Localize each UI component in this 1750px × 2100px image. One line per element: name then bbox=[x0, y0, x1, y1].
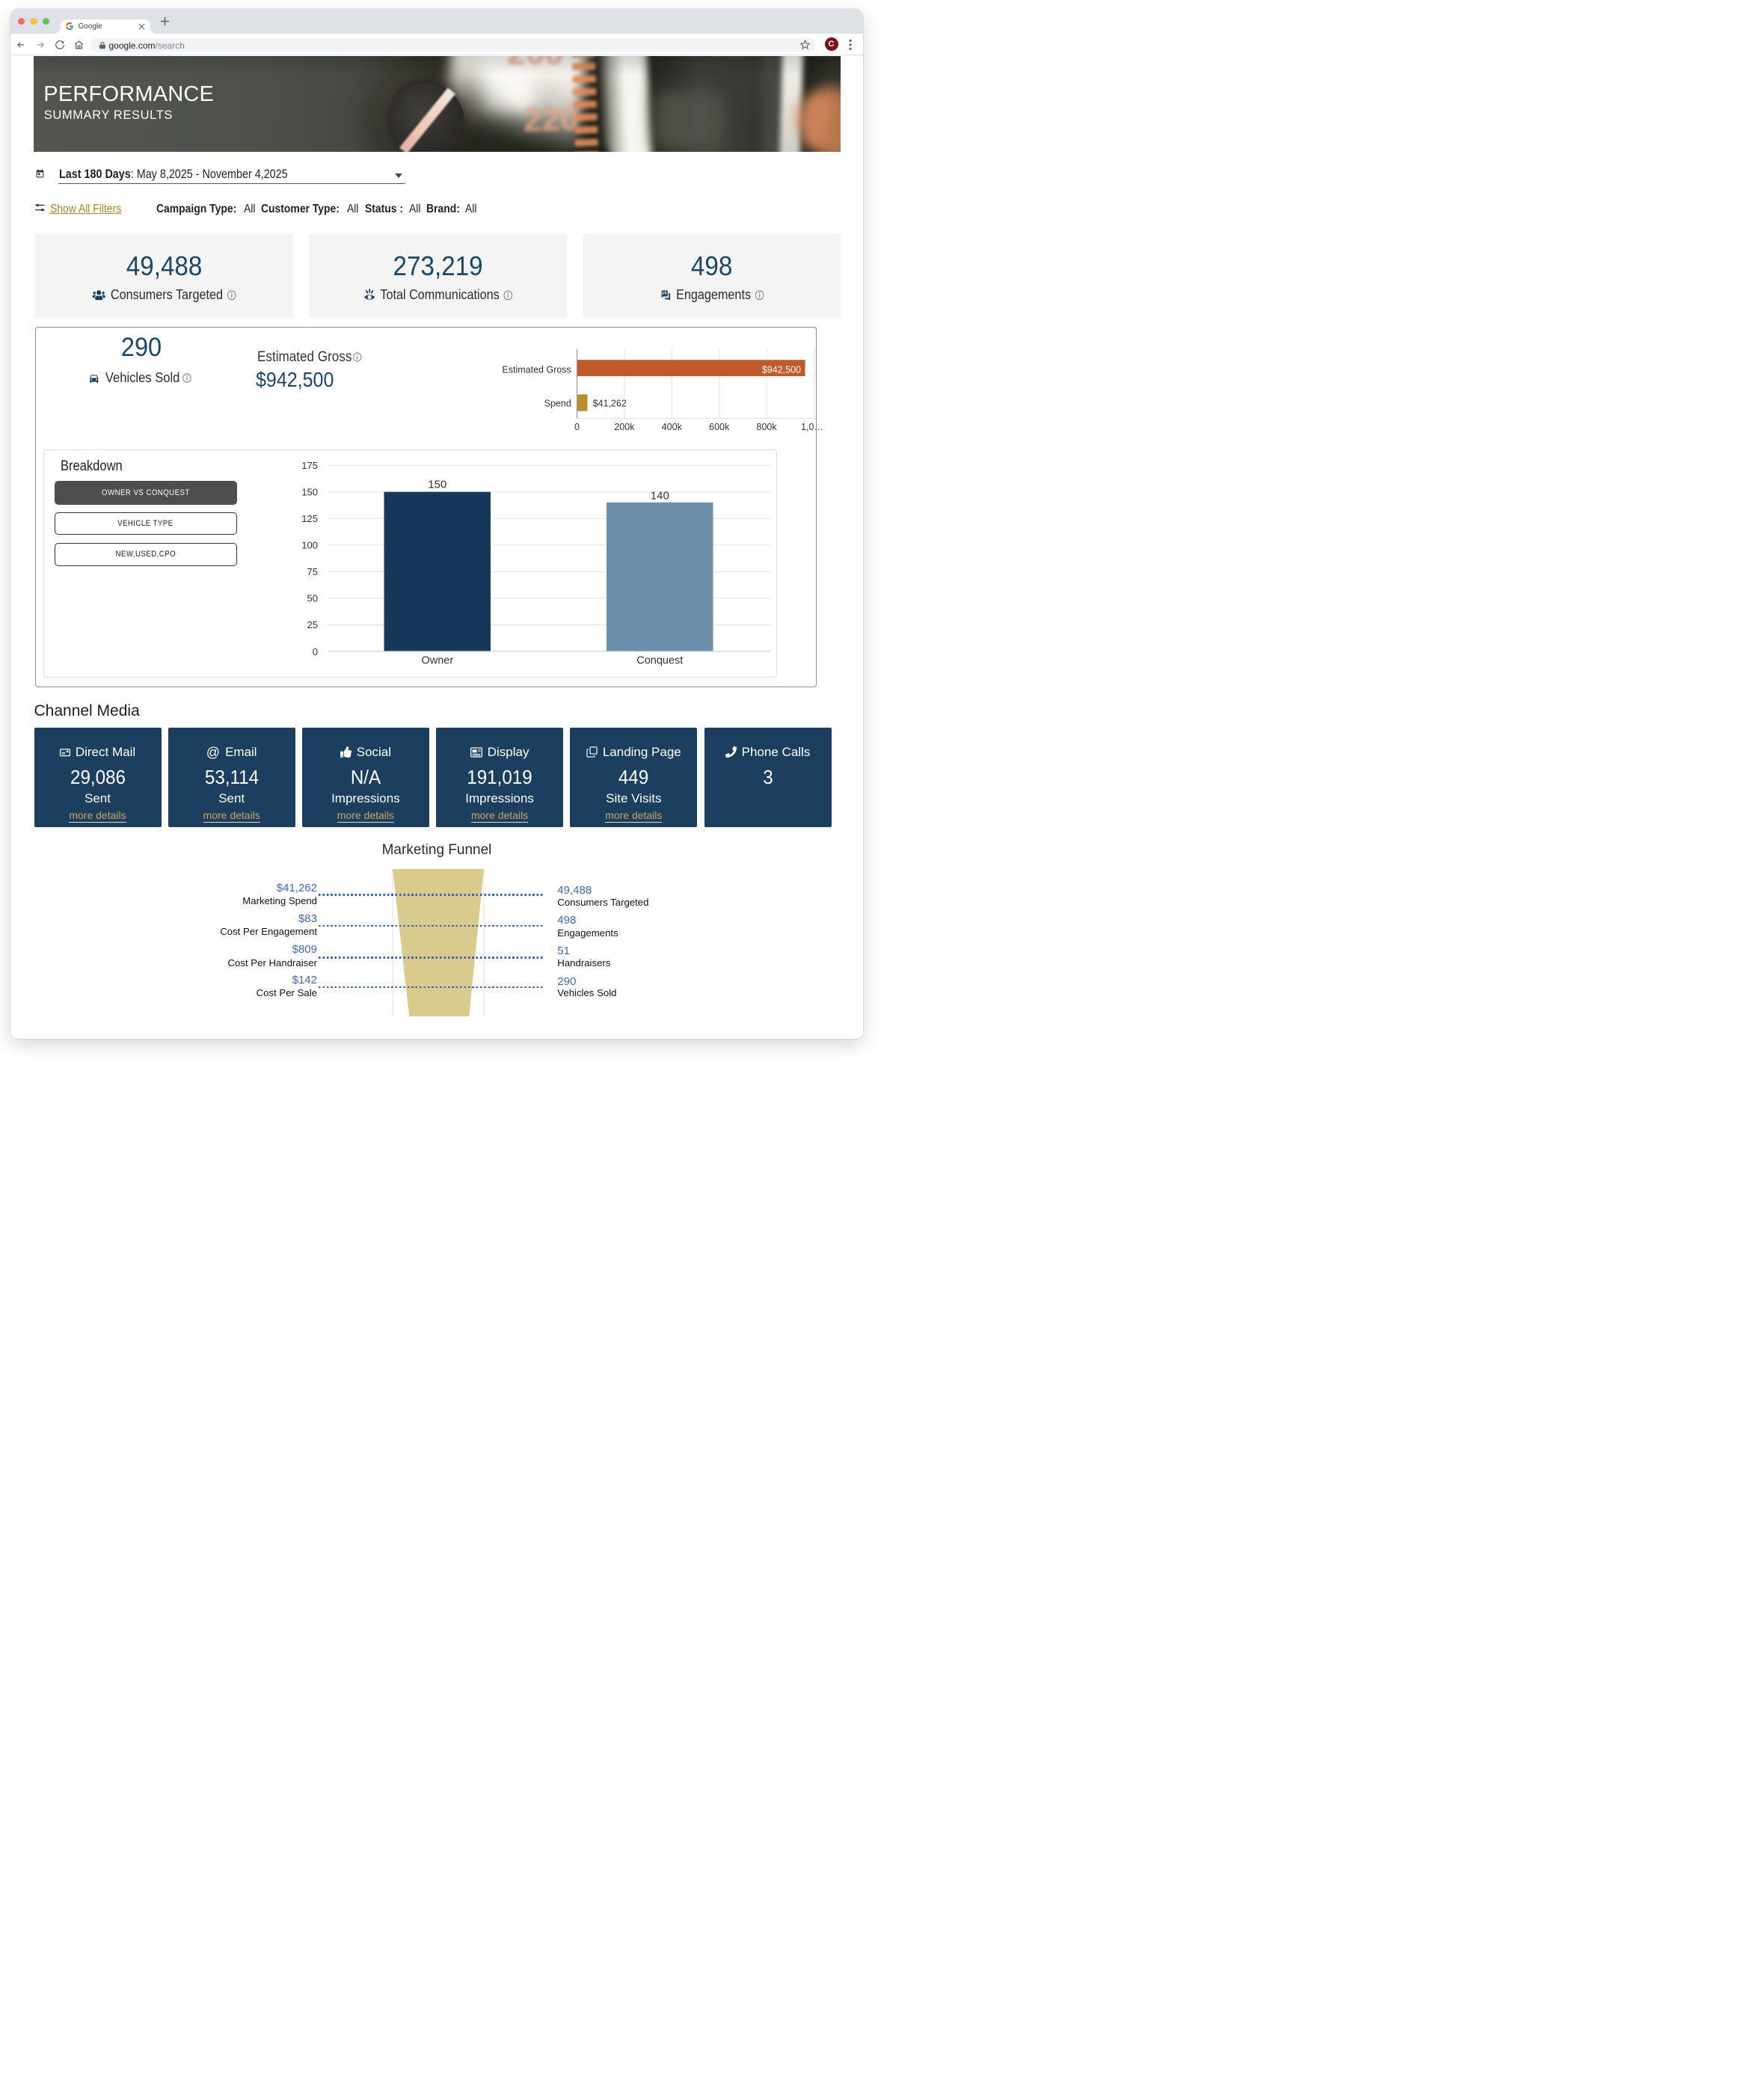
svg-text:125: 125 bbox=[301, 513, 318, 524]
svg-text:25: 25 bbox=[307, 620, 318, 631]
svg-text:800k: 800k bbox=[756, 422, 777, 432]
svg-text:$41,262: $41,262 bbox=[592, 398, 626, 408]
svg-text:200k: 200k bbox=[614, 422, 635, 432]
svg-text:Spend: Spend bbox=[544, 398, 571, 408]
svg-text:150: 150 bbox=[301, 487, 318, 498]
svg-text:1,0…: 1,0… bbox=[801, 422, 823, 432]
svg-text:175: 175 bbox=[301, 460, 318, 471]
svg-text:100: 100 bbox=[301, 540, 318, 551]
svg-text:50: 50 bbox=[307, 593, 318, 604]
svg-text:$942,500: $942,500 bbox=[761, 364, 800, 375]
svg-text:0: 0 bbox=[574, 422, 580, 432]
svg-text:75: 75 bbox=[307, 567, 318, 578]
svg-text:Conquest: Conquest bbox=[636, 655, 683, 667]
svg-text:150: 150 bbox=[428, 479, 446, 491]
svg-text:$: $ bbox=[662, 292, 664, 295]
svg-text:0: 0 bbox=[313, 646, 318, 657]
svg-text:Owner: Owner bbox=[421, 655, 453, 667]
svg-text:Estimated Gross: Estimated Gross bbox=[502, 364, 571, 375]
svg-text:400k: 400k bbox=[661, 422, 682, 432]
svg-text:600k: 600k bbox=[709, 422, 730, 432]
svg-text:140: 140 bbox=[651, 490, 669, 503]
